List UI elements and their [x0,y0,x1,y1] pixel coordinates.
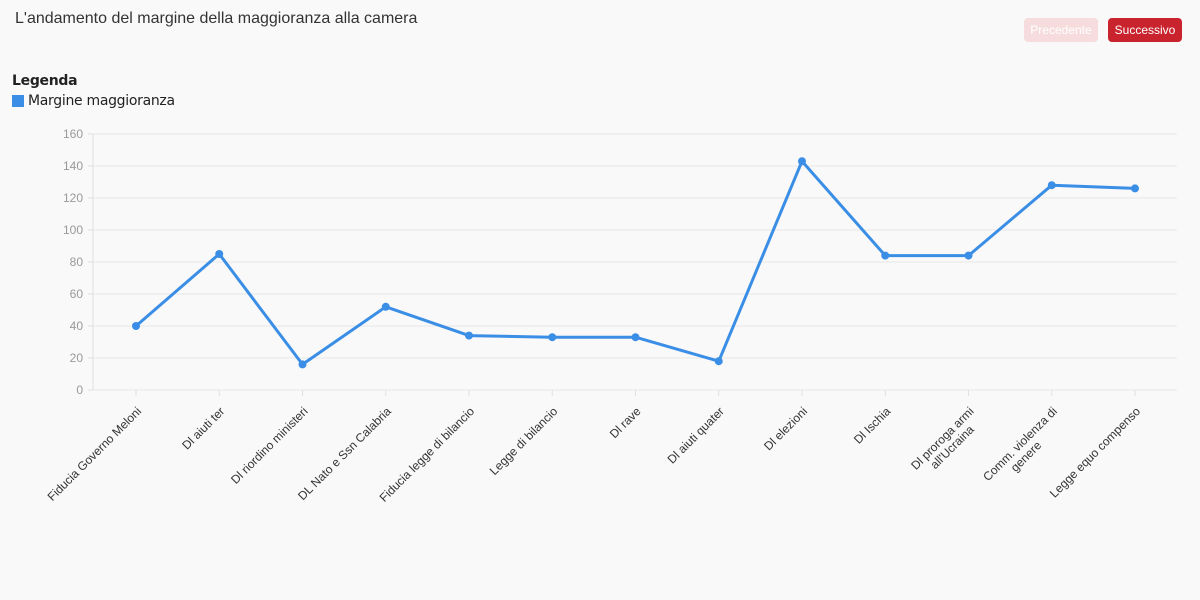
x-tick-label: Legge equo compenso [1047,404,1143,500]
data-point [1047,181,1056,190]
x-tick-label: Dl aiuti quater [665,404,727,466]
chart-title: L'andamento del margine della maggioranz… [15,10,418,27]
x-tick-label: Dl proroga armiall'Ucraina [908,404,986,482]
legend-item-label: Margine maggioranza [28,93,175,109]
y-tick-label: 40 [70,319,84,333]
legend-item[interactable]: Margine maggioranza [12,93,175,109]
x-tick-label: DL Nato e Ssn Calabria [295,404,394,503]
data-point [548,333,557,342]
x-tick-label: Dl Ischia [851,404,894,447]
y-tick-label: 120 [63,191,83,205]
y-tick-label: 20 [70,351,84,365]
x-tick-label: Dl riordino ministeri [228,404,311,487]
data-point [132,322,140,330]
data-point [298,360,307,369]
data-point [215,250,224,258]
data-point [964,251,973,260]
x-tick-label: Comm. violenza digenere [980,404,1069,493]
y-tick-label: 160 [63,127,83,141]
previous-button[interactable]: Precedente [1024,18,1098,42]
x-tick-label: Dl elezioni [761,404,810,453]
legend-swatch [12,95,24,107]
x-tick-label: Fiducia legge di bilancio [377,404,478,505]
data-point [1131,184,1139,193]
data-point [881,251,890,260]
data-point [714,357,723,366]
x-tick-label: Fiducia Governo Meloni [45,404,145,504]
y-tick-label: 60 [70,287,84,301]
x-tick-label: Legge di bilancio [487,404,561,478]
data-point [381,302,390,311]
x-tick-label: Dl aiuti ter [179,404,227,452]
data-point [465,331,473,340]
y-tick-label: 80 [70,255,84,269]
data-point [798,157,806,166]
y-tick-label: 0 [76,383,83,397]
data-point [631,333,640,342]
legend-title: Legenda [12,73,78,89]
next-button[interactable]: Successivo [1108,18,1182,42]
y-tick-label: 140 [63,159,83,173]
y-tick-label: 100 [63,223,83,237]
x-tick-label: Dl rave [607,404,644,441]
